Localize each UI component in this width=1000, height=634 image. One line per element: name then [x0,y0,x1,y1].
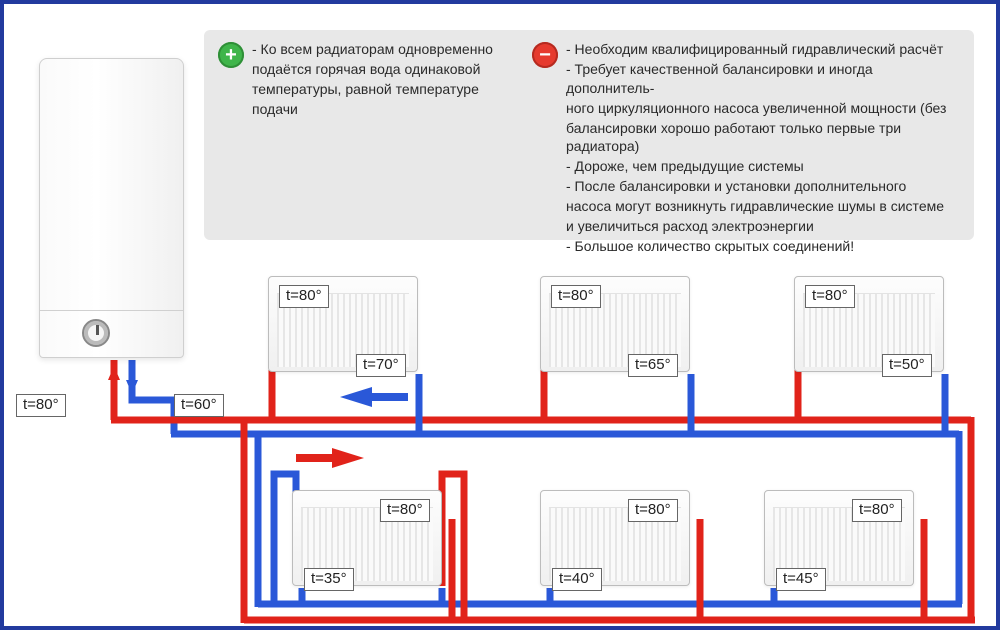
pros-line: - Ко всем радиаторам одновременно [252,40,493,59]
r6-in: t=80° [852,499,902,522]
boiler-return-temp: t=60° [174,394,224,417]
r1-out: t=70° [356,354,406,377]
boiler-supply-temp: t=80° [16,394,66,417]
cons-line: и увеличиться расход электроэнергии [566,217,960,236]
cons-line: - Необходим квалифицированный гидравличе… [566,40,960,59]
cons-line: - Требует качественной балансировки и ин… [566,60,960,98]
r3-out: t=50° [882,354,932,377]
pros-text: - Ко всем радиаторам одновременно подаёт… [252,40,493,230]
pros-line: подаётся горячая вода одинаковой [252,60,493,79]
cons-line: - Большое количество скрытых соединений! [566,237,960,256]
cons-line: - Дороже, чем предыдущие системы [566,157,960,176]
pros-section: + - Ко всем радиаторам одновременно пода… [218,40,518,230]
info-panel: + - Ко всем радиаторам одновременно пода… [204,30,974,240]
boiler-dial [82,319,110,347]
r4-out: t=35° [304,568,354,591]
cons-section: − - Необходим квалифицированный гидравли… [532,40,960,230]
r1-in: t=80° [279,285,329,308]
cons-text: - Необходим квалифицированный гидравличе… [566,40,960,230]
r5-in: t=80° [628,499,678,522]
plus-icon: + [218,42,244,68]
boiler [39,58,184,358]
r2-out: t=65° [628,354,678,377]
r6-out: t=45° [776,568,826,591]
r4-in: t=80° [380,499,430,522]
minus-icon: − [532,42,558,68]
minus-glyph: − [539,44,551,67]
cons-line: ного циркуляционного насоса увеличенной … [566,99,960,118]
plus-glyph: + [225,44,237,67]
pros-line: температуры, равной температуре [252,80,493,99]
r5-out: t=40° [552,568,602,591]
cons-line: насоса могут возникнуть гидравлические ш… [566,197,960,216]
r3-in: t=80° [805,285,855,308]
cons-line: балансировки хорошо работают только перв… [566,119,960,157]
r2-in: t=80° [551,285,601,308]
pros-line: подачи [252,100,493,119]
cons-line: - После балансировки и установки дополни… [566,177,960,196]
